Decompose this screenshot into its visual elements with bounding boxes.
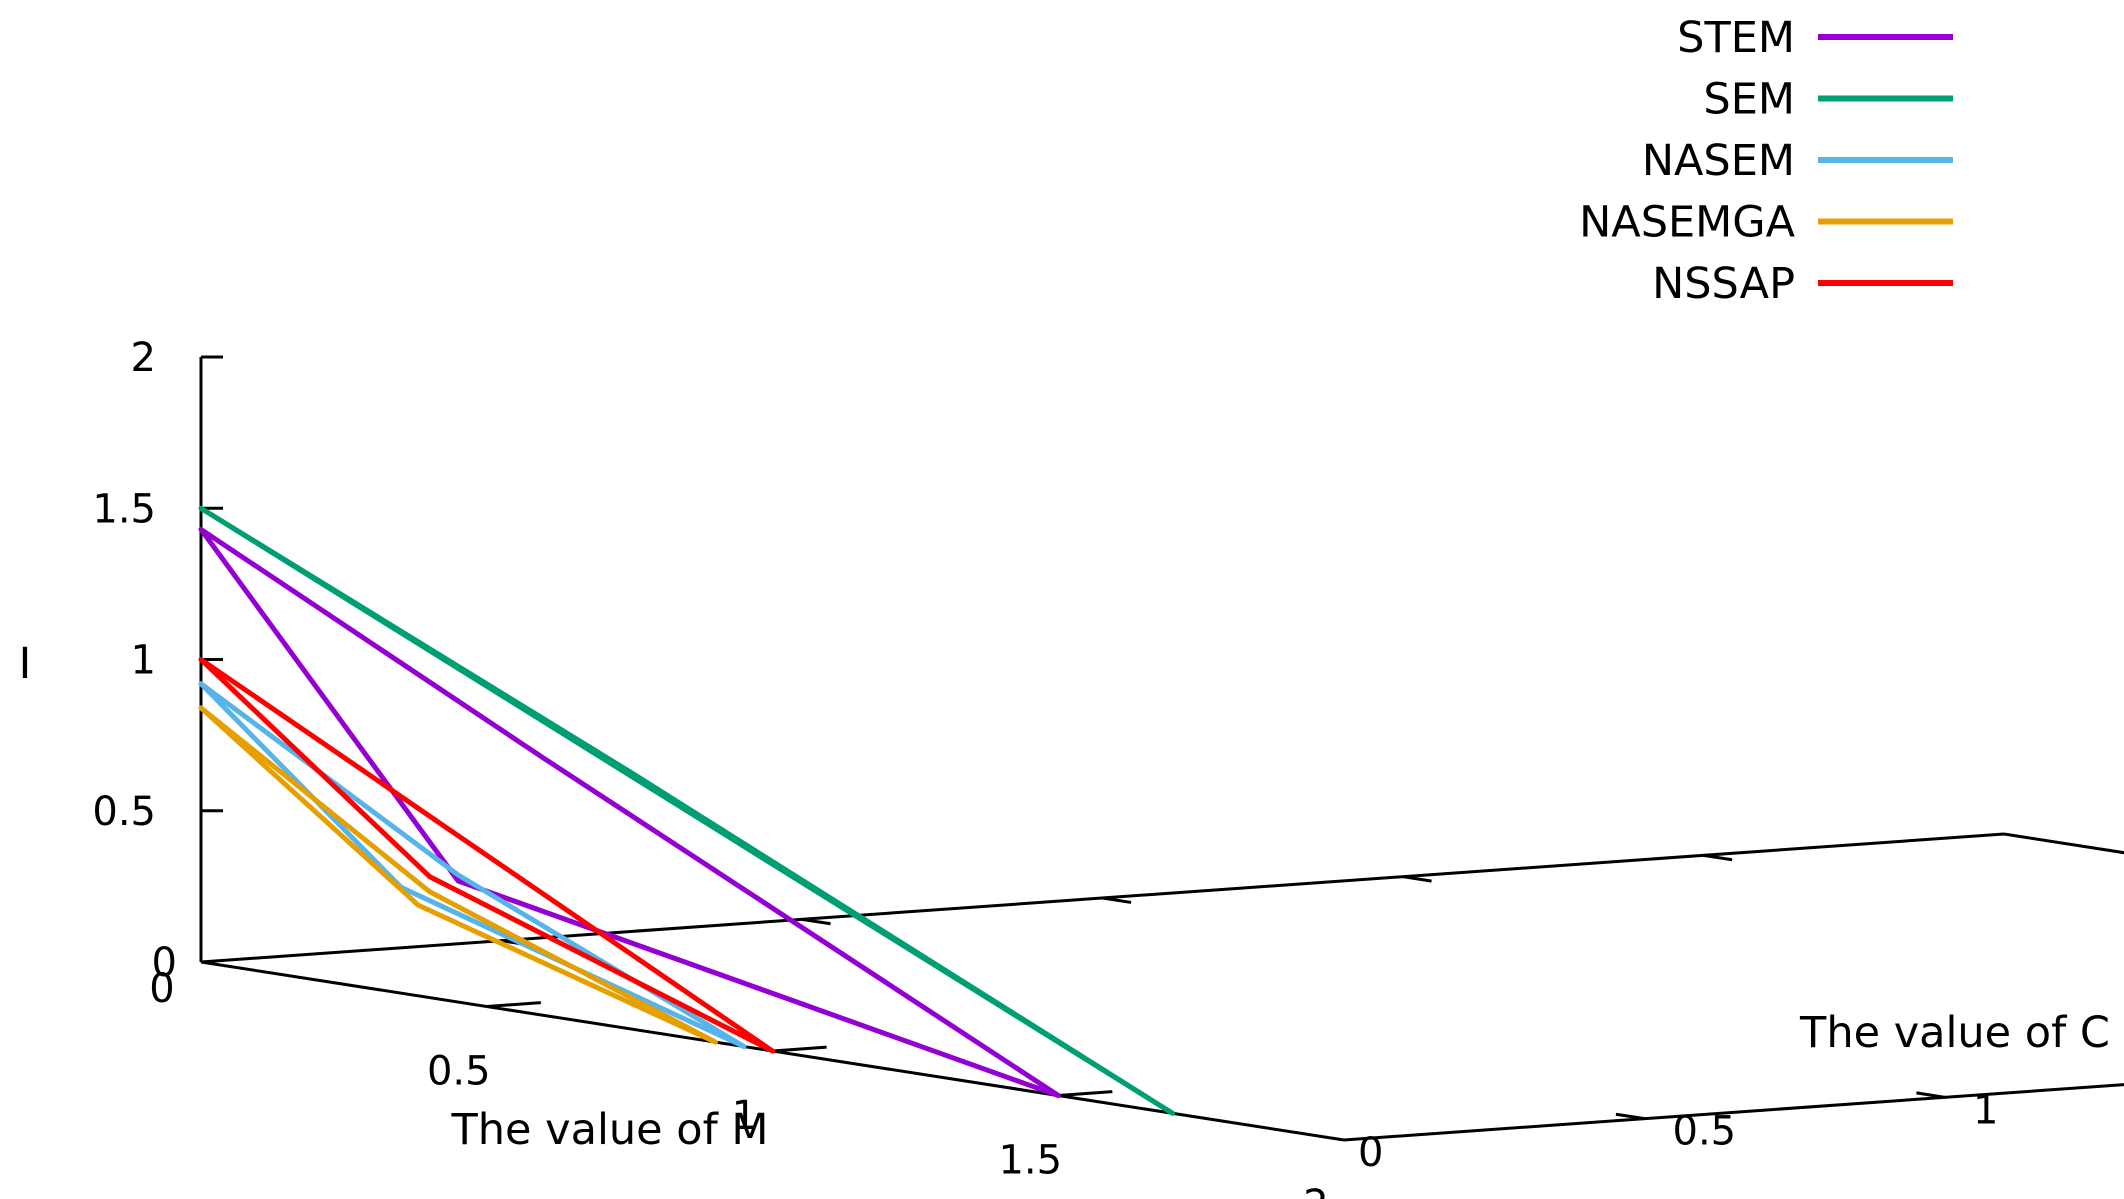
- series-nssap: [198, 657, 775, 1054]
- series-nasemga: [198, 705, 718, 1045]
- legend-label: NSSAP: [1652, 259, 1795, 309]
- x-tick-label: 0: [149, 966, 174, 1012]
- series-sem: [198, 505, 1175, 1116]
- x-tick-label: 1.5: [998, 1138, 1062, 1184]
- series-line: [198, 705, 718, 1045]
- x-tick-label: 2: [1303, 1182, 1328, 1199]
- x-tick: [1058, 1090, 1113, 1097]
- series-line: [198, 657, 775, 1054]
- y-tick: [1916, 1091, 1946, 1099]
- x-tick: [486, 1001, 541, 1008]
- z-tick-label: 0: [152, 940, 177, 986]
- series-stem: [198, 526, 1061, 1098]
- legend-label: STEM: [1677, 13, 1795, 63]
- legend-label: SEM: [1703, 75, 1795, 125]
- y-tick-back: [801, 917, 831, 926]
- series-line: [198, 526, 1061, 1098]
- y-tick-back: [1402, 875, 1432, 883]
- x-tick: [772, 1045, 827, 1053]
- x-tick-label: 0.5: [427, 1049, 491, 1095]
- y-tick-label: 1: [1973, 1087, 1998, 1133]
- legend: STEM SEM NASEM NASEMGA NSSAP: [1579, 13, 1953, 309]
- series-line: [198, 505, 1175, 1116]
- z-tick-label: 1.5: [92, 486, 156, 532]
- z-tick-label: 1: [131, 638, 156, 684]
- y-axis-label: The value of C: [1799, 1008, 2110, 1058]
- series-line: [198, 705, 718, 1045]
- legend-label: NASEMGA: [1579, 198, 1795, 248]
- z-tick-label: 0.5: [92, 789, 156, 835]
- y-tick-label: 0: [1358, 1130, 1383, 1176]
- y-tick: [1615, 1112, 1645, 1121]
- axis-tick-labels: 00.511.5200.511.522.5300.511.52: [92, 335, 1998, 1199]
- z-axis-label: I: [19, 639, 32, 689]
- y-tick-back: [1102, 896, 1132, 904]
- legend-label: NASEM: [1642, 136, 1795, 186]
- x-tick-label: 1: [732, 1093, 757, 1139]
- back-edge-line: [2003, 832, 2124, 855]
- series-line: [198, 657, 775, 1054]
- y-tick-back: [1703, 853, 1733, 862]
- series-line: [198, 526, 1061, 1098]
- y-tick-label: 0.5: [1673, 1109, 1737, 1155]
- x-axis-label: The value of M: [451, 1105, 769, 1155]
- z-tick-label: 2: [131, 335, 156, 381]
- axis-ticks: [201, 355, 1946, 1121]
- series-group: [198, 505, 1175, 1116]
